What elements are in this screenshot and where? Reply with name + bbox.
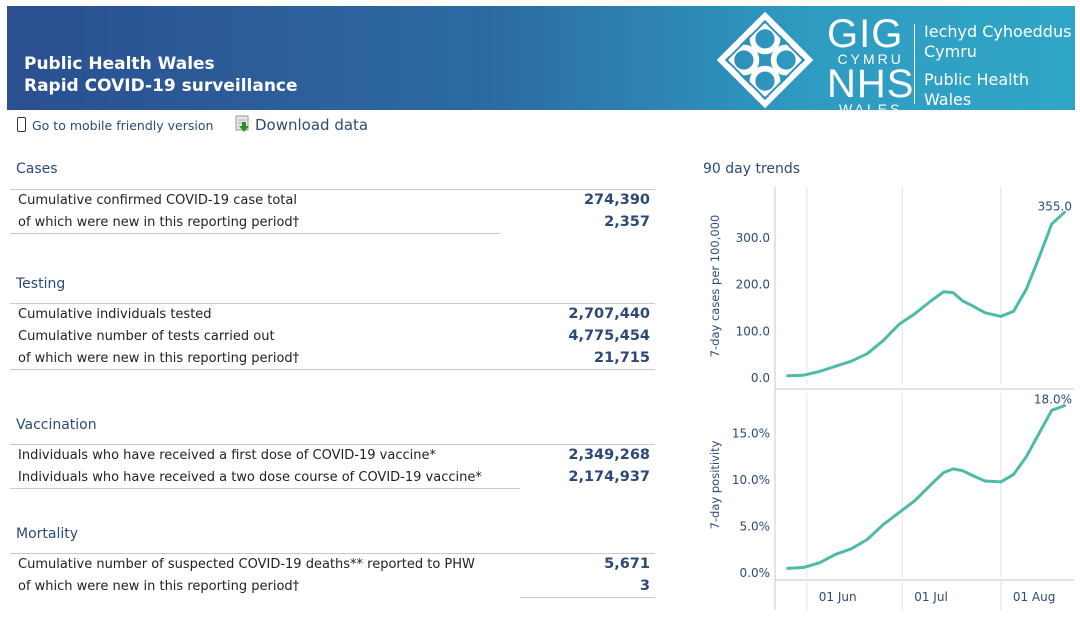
divider	[10, 189, 655, 190]
section-title-cases: Cases	[16, 161, 58, 177]
logo-welsh-line1: Iechyd Cyhoeddus	[924, 22, 1072, 41]
row-label: Cumulative number of suspected COVID-19 …	[18, 557, 475, 572]
divider	[10, 488, 520, 489]
section-title-mortality: Mortality	[16, 526, 79, 542]
celtic-knot-logo-icon	[717, 12, 813, 108]
trend-charts: 0.0 100.0 200.0 300.0 7-day cases per 100,00…	[708, 187, 1074, 610]
y-tick-label: 15.0%	[732, 427, 770, 441]
divider	[10, 369, 655, 370]
row-label: Individuals who have received a two dose…	[18, 470, 482, 485]
series-line	[786, 404, 1066, 570]
series-line	[786, 210, 1066, 378]
y-tick-label: 100.0	[736, 324, 770, 338]
row-label: Cumulative individuals tested	[18, 307, 212, 322]
row-label: of which were new in this reporting peri…	[18, 351, 300, 366]
nhs-wales-logo: GIG CYMRU NHS WALES	[827, 12, 915, 117]
logo-welsh-line2: Cymru	[924, 42, 977, 61]
logo-divider	[914, 24, 915, 104]
logo-wales-text: WALES	[838, 101, 903, 117]
row-label: Cumulative number of tests carried out	[18, 329, 275, 344]
row-value: 2,357	[604, 214, 650, 230]
divider	[10, 303, 655, 304]
x-tick-label: 01 Aug	[1013, 590, 1056, 604]
y-tick-label: 300.0	[736, 231, 770, 245]
end-value-label: 355.0	[1038, 199, 1072, 213]
logo-english-line2: Wales	[924, 90, 972, 109]
row-value: 5,671	[604, 556, 650, 572]
x-tick-label: 01 Jun	[819, 590, 857, 604]
page-subtitle: Rapid COVID-19 surveillance	[24, 76, 298, 96]
phone-icon	[17, 117, 26, 132]
y-tick-label: 0.0	[751, 371, 770, 385]
row-value: 21,715	[594, 350, 650, 366]
section-title-testing: Testing	[16, 276, 66, 292]
logo-nhs-text: NHS	[827, 62, 915, 106]
row-value: 2,707,440	[568, 306, 650, 322]
download-icon	[235, 115, 249, 132]
header-banner: Public Health Wales Rapid COVID-19 surve…	[7, 6, 1075, 116]
logo-english-line1: Public Health	[924, 70, 1029, 89]
download-data-link[interactable]: Download data	[235, 115, 368, 134]
row-label: Cumulative confirmed COVID-19 case total	[18, 193, 297, 208]
row-value: 2,174,937	[568, 469, 650, 485]
y-tick-label: 5.0%	[740, 520, 771, 534]
y-tick-label: 0.0%	[740, 566, 771, 580]
row-label: of which were new in this reporting peri…	[18, 579, 300, 594]
row-label: of which were new in this reporting peri…	[18, 215, 300, 230]
row-value: 274,390	[583, 192, 650, 208]
mobile-version-label: Go to mobile friendly version	[32, 118, 214, 133]
y-tick-label: 10.0%	[732, 473, 770, 487]
divider	[10, 553, 655, 554]
y-tick-label: 200.0	[736, 278, 770, 292]
mobile-version-link[interactable]: Go to mobile friendly version	[17, 117, 213, 133]
row-value: 4,775,454	[568, 328, 650, 344]
download-data-label: Download data	[255, 116, 369, 134]
section-title-vaccination: Vaccination	[16, 417, 97, 433]
row-value: 2,349,268	[568, 447, 650, 463]
y-axis-label: 7-day positivity	[708, 440, 722, 529]
page-title: Public Health Wales	[24, 54, 215, 74]
end-value-label: 18.0%	[1034, 393, 1072, 407]
x-tick-label: 01 Jul	[914, 590, 948, 604]
y-axis-label: 7-day cases per 100,000	[708, 215, 722, 358]
divider	[10, 444, 655, 445]
logo-cymru-text: CYMRU	[837, 51, 904, 67]
row-label: Individuals who have received a first do…	[18, 448, 436, 463]
logo-gig-text: GIG	[827, 12, 904, 56]
trends-title: 90 day trends	[703, 161, 801, 177]
divider	[10, 233, 500, 234]
row-value: 3	[639, 578, 650, 594]
divider	[520, 597, 655, 598]
